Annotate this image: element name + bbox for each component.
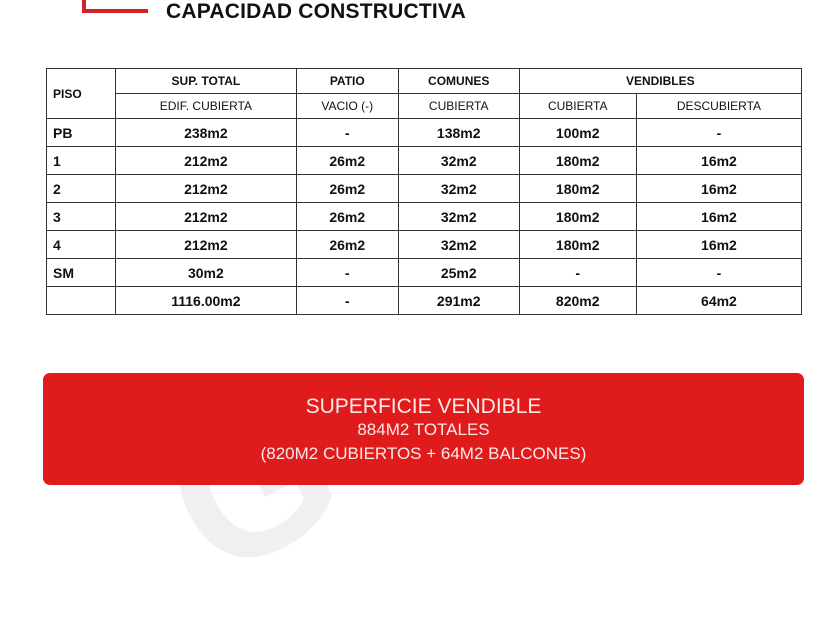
value-cell: 1116.00m2 xyxy=(115,286,297,315)
banner-total: 884M2 TOTALES xyxy=(357,420,490,439)
table-row: 3 212m2 26m2 32m2 180m2 16m2 xyxy=(45,202,803,231)
value-cell: 16m2 xyxy=(635,174,803,203)
floor-cell: PB xyxy=(45,118,117,147)
header-patio: PATIO xyxy=(295,68,399,94)
value-cell: 30m2 xyxy=(115,258,297,287)
value-cell: - xyxy=(295,258,399,287)
floor-cell xyxy=(45,286,117,315)
header-vendibles: VENDIBLES xyxy=(518,68,803,94)
table-row: 4 212m2 26m2 32m2 180m2 16m2 xyxy=(45,230,803,259)
floor-cell: SM xyxy=(45,258,117,287)
subheader-comunes-cubierta: CUBIERTA xyxy=(397,93,520,119)
floor-cell: 2 xyxy=(45,174,117,203)
floor-cell: 3 xyxy=(45,202,117,231)
logo-mark xyxy=(82,0,86,12)
value-cell: 180m2 xyxy=(518,230,637,259)
value-cell: 32m2 xyxy=(397,230,520,259)
subheader-descubierta: DESCUBIERTA xyxy=(635,93,803,119)
value-cell: 820m2 xyxy=(518,286,637,315)
table-row: 1 212m2 26m2 32m2 180m2 16m2 xyxy=(45,146,803,175)
value-cell: 64m2 xyxy=(635,286,803,315)
value-cell: 180m2 xyxy=(518,174,637,203)
table-row: 2 212m2 26m2 32m2 180m2 16m2 xyxy=(45,174,803,203)
floor-cell: 4 xyxy=(45,230,117,259)
value-cell: 212m2 xyxy=(115,174,297,203)
subheader-vendibles-cubierta: CUBIERTA xyxy=(518,93,637,119)
page-title: CAPACIDAD CONSTRUCTIVA xyxy=(166,0,466,23)
value-cell: 32m2 xyxy=(397,146,520,175)
banner-title: SUPERFICIE VENDIBLE xyxy=(305,395,542,418)
value-cell: 26m2 xyxy=(295,230,399,259)
value-cell: - xyxy=(635,118,803,147)
value-cell: 138m2 xyxy=(397,118,520,147)
value-cell: 212m2 xyxy=(115,146,297,175)
value-cell: 32m2 xyxy=(397,202,520,231)
value-cell: - xyxy=(295,118,399,147)
subheader-edif-cubierta: EDIF. CUBIERTA xyxy=(115,93,297,119)
floor-cell: 1 xyxy=(45,146,117,175)
subheader-vacio: VACIO (-) xyxy=(295,93,399,119)
value-cell: 16m2 xyxy=(635,230,803,259)
value-cell: 26m2 xyxy=(295,202,399,231)
value-cell: 32m2 xyxy=(397,174,520,203)
summary-banner: SUPERFICIE VENDIBLE 884M2 TOTALES (820M2… xyxy=(43,373,804,485)
value-cell: - xyxy=(635,258,803,287)
table-row: 1116.00m2-291m2 820m2 64m2 xyxy=(45,286,803,315)
value-cell: - xyxy=(518,258,637,287)
header-sup-total: SUP. TOTAL xyxy=(115,68,297,94)
value-cell: 180m2 xyxy=(518,146,637,175)
table-row: SM 30m2-25m2- - xyxy=(45,258,803,287)
value-cell: 26m2 xyxy=(295,174,399,203)
capacity-table: PISO SUP. TOTAL PATIO COMUNES VENDIBLES … xyxy=(45,68,803,315)
value-cell: 238m2 xyxy=(115,118,297,147)
logo-mark-bar xyxy=(82,9,148,13)
value-cell: 16m2 xyxy=(635,202,803,231)
value-cell: 16m2 xyxy=(635,146,803,175)
table-row: PB 238m2-138m2 100m2- xyxy=(45,118,803,147)
value-cell: 212m2 xyxy=(115,230,297,259)
value-cell: 25m2 xyxy=(397,258,520,287)
value-cell: 180m2 xyxy=(518,202,637,231)
header-comunes: COMUNES xyxy=(397,68,520,94)
value-cell: - xyxy=(295,286,399,315)
value-cell: 291m2 xyxy=(397,286,520,315)
banner-breakdown: (820M2 CUBIERTOS + 64M2 BALCONES) xyxy=(260,444,587,463)
value-cell: 26m2 xyxy=(295,146,399,175)
value-cell: 212m2 xyxy=(115,202,297,231)
header-piso: PISO xyxy=(45,68,117,119)
value-cell: 100m2 xyxy=(518,118,637,147)
